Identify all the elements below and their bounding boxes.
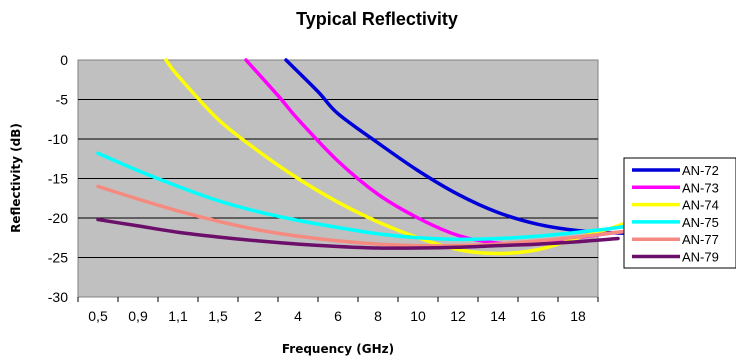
y-tick-label: -5 (56, 92, 69, 108)
x-tick-label: 4 (294, 308, 302, 324)
x-tick-label: 10 (410, 308, 426, 324)
x-tick-label: 12 (450, 308, 466, 324)
y-tick-label: -25 (48, 250, 68, 266)
x-axis-title: Frequency (GHz) (282, 342, 394, 356)
y-axis-ticks: 0 -5 -10 -15 -20 -25 -30 (48, 52, 68, 305)
x-axis-ticks: 0,5 0,9 1,1 1,5 2 4 6 8 10 12 14 16 18 (77, 297, 599, 324)
legend-label: AN-79 (682, 250, 719, 265)
legend-label: AN-73 (682, 180, 719, 195)
y-axis-title: Reflectivity (dB) (9, 123, 23, 233)
legend-label: AN-77 (682, 232, 719, 247)
gridlines (78, 99, 598, 258)
series-line-an-79 (96, 217, 620, 250)
x-tick-label: 1,1 (168, 308, 188, 324)
y-tick-label: -10 (48, 131, 68, 147)
legend-label: AN-75 (682, 215, 719, 230)
x-tick-label: 1,5 (208, 308, 228, 324)
legend: AN-72 AN-73 AN-74 AN-75 AN-77 AN-79 (623, 157, 736, 269)
x-tick-label: 2 (254, 308, 262, 324)
y-tick-label: -30 (48, 289, 68, 305)
chart-title: Typical Reflectivity (296, 9, 458, 29)
x-tick-label: 16 (530, 308, 546, 324)
legend-box (623, 157, 736, 269)
y-tick-label: 0 (60, 52, 68, 68)
x-tick-label: 18 (570, 308, 586, 324)
legend-label: AN-74 (682, 198, 719, 213)
x-tick-label: 8 (374, 308, 382, 324)
legend-label: AN-72 (682, 163, 719, 178)
y-tick-label: -20 (48, 210, 68, 226)
x-tick-label: 6 (334, 308, 342, 324)
x-tick-label: 0,9 (128, 308, 148, 324)
x-tick-label: 0,5 (88, 308, 108, 324)
y-tick-label: -15 (48, 171, 68, 187)
legend-items: AN-72 AN-73 AN-74 AN-75 AN-77 AN-79 (632, 163, 719, 265)
x-tick-label: 14 (490, 308, 506, 324)
series-lines (96, 58, 660, 256)
series-line-an-77 (96, 184, 660, 248)
series-line-an-75 (96, 151, 660, 242)
